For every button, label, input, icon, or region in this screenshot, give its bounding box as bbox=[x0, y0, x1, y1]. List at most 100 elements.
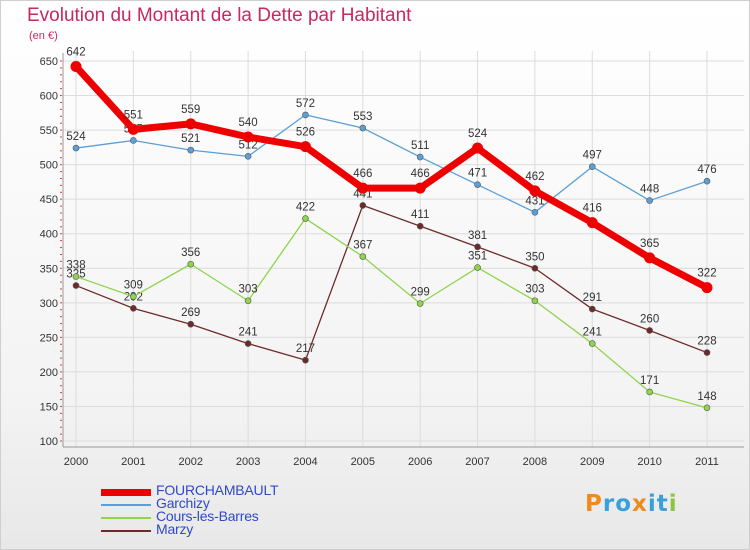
series-line-fourchambault bbox=[72, 63, 711, 292]
data-point-garchizy bbox=[72, 144, 80, 152]
data-point-marzy bbox=[72, 282, 80, 289]
data-label-cours-les-barres: 367 bbox=[353, 240, 372, 252]
data-point-fourchambault bbox=[70, 61, 82, 73]
data-point-marzy bbox=[416, 222, 424, 230]
data-point-fourchambault bbox=[701, 282, 713, 294]
data-label-marzy: 217 bbox=[296, 343, 315, 355]
data-point-marzy bbox=[302, 356, 309, 364]
y-tick-label: 600 bbox=[40, 91, 58, 103]
data-label-fourchambault: 365 bbox=[640, 238, 659, 250]
data-label-marzy: 241 bbox=[238, 327, 257, 339]
data-point-garchizy bbox=[302, 111, 309, 119]
data-point-garchizy bbox=[130, 137, 137, 144]
data-label-garchizy: 511 bbox=[411, 140, 429, 152]
data-label-cours-les-barres: 171 bbox=[640, 375, 659, 387]
data-label-cours-les-barres: 303 bbox=[525, 284, 544, 296]
data-label-garchizy: 471 bbox=[468, 168, 487, 180]
data-label-cours-les-barres: 148 bbox=[697, 391, 716, 403]
y-tick-label: 300 bbox=[40, 298, 58, 310]
data-point-cours-les-barres bbox=[646, 388, 653, 396]
logo-letter: x bbox=[632, 491, 648, 517]
data-label-fourchambault: 524 bbox=[468, 128, 488, 140]
x-tick-label: 2000 bbox=[64, 456, 88, 468]
data-label-cours-les-barres: 351 bbox=[468, 251, 487, 263]
data-label-fourchambault: 322 bbox=[697, 268, 716, 280]
x-tick-label: 2007 bbox=[465, 456, 489, 468]
data-point-garchizy bbox=[474, 181, 481, 188]
x-tick-label: 2002 bbox=[178, 456, 202, 468]
logo-letter: i bbox=[668, 491, 678, 517]
data-label-fourchambault: 462 bbox=[525, 171, 544, 183]
data-point-cours-les-barres bbox=[416, 300, 424, 307]
data-point-marzy bbox=[703, 349, 711, 356]
x-tick-label: 2001 bbox=[121, 456, 145, 468]
data-point-cours-les-barres bbox=[359, 253, 367, 260]
y-tick-label: 250 bbox=[40, 332, 58, 344]
legend-swatch-marzy bbox=[101, 530, 151, 532]
data-point-garchizy bbox=[244, 153, 252, 160]
legend-label-fourchambault: FOURCHAMBAULT bbox=[156, 482, 279, 498]
logo-letter: o bbox=[615, 491, 633, 517]
legend-label-marzy: Marzy bbox=[156, 521, 194, 537]
data-point-marzy bbox=[474, 243, 481, 251]
data-point-cours-les-barres bbox=[302, 215, 309, 222]
data-label-garchizy: 497 bbox=[583, 150, 602, 162]
y-tick-label: 450 bbox=[40, 194, 58, 206]
data-point-fourchambault bbox=[127, 123, 139, 135]
x-tick-label: 2008 bbox=[523, 456, 547, 468]
data-label-cours-les-barres: 299 bbox=[411, 287, 430, 299]
data-point-cours-les-barres bbox=[130, 293, 137, 300]
data-label-fourchambault: 551 bbox=[124, 109, 143, 121]
data-point-cours-les-barres bbox=[187, 260, 195, 268]
x-tick-label: 2009 bbox=[580, 456, 604, 468]
data-label-garchizy: 476 bbox=[697, 164, 716, 176]
data-point-cours-les-barres bbox=[72, 273, 80, 280]
y-tick-label: 200 bbox=[40, 367, 58, 379]
data-point-cours-les-barres bbox=[703, 404, 711, 412]
logo-letter: i bbox=[647, 491, 657, 517]
data-label-marzy: 269 bbox=[181, 307, 200, 319]
data-label-cours-les-barres: 338 bbox=[66, 260, 85, 272]
data-point-garchizy bbox=[359, 124, 367, 132]
data-point-marzy bbox=[359, 202, 367, 209]
data-point-garchizy bbox=[531, 209, 539, 216]
y-tick-label: 150 bbox=[40, 401, 58, 413]
data-label-marzy: 411 bbox=[411, 209, 429, 221]
y-tick-label: 400 bbox=[40, 229, 58, 241]
data-point-garchizy bbox=[703, 177, 711, 185]
legend-label-cours-les-barres: Cours-les-Barres bbox=[156, 508, 259, 524]
data-label-cours-les-barres: 356 bbox=[181, 247, 200, 259]
data-label-fourchambault: 540 bbox=[238, 117, 257, 129]
y-tick-label: 500 bbox=[40, 160, 58, 172]
data-label-garchizy: 512 bbox=[238, 139, 257, 151]
x-tick-label: 2010 bbox=[637, 456, 661, 468]
x-tick-label: 2005 bbox=[351, 456, 375, 468]
x-tick-label: 2006 bbox=[408, 456, 432, 468]
data-label-fourchambault: 466 bbox=[411, 168, 430, 180]
data-label-garchizy: 572 bbox=[296, 98, 315, 110]
chart-title: Evolution du Montant de la Dette par Hab… bbox=[27, 5, 412, 26]
data-point-marzy bbox=[244, 340, 252, 347]
data-point-fourchambault bbox=[414, 182, 426, 194]
y-tick-label: 100 bbox=[40, 436, 58, 448]
legend-swatch-garchizy bbox=[101, 504, 151, 506]
series-line-cours-les-barres bbox=[75, 217, 708, 409]
data-point-fourchambault bbox=[242, 131, 254, 143]
data-point-cours-les-barres bbox=[588, 340, 596, 347]
y-tick-label: 650 bbox=[40, 56, 58, 68]
data-point-fourchambault bbox=[357, 182, 369, 194]
x-tick-label: 2003 bbox=[236, 456, 260, 468]
data-label-fourchambault: 559 bbox=[181, 104, 200, 116]
data-point-garchizy bbox=[187, 146, 195, 154]
legend-swatch-cours-les-barres bbox=[101, 517, 151, 519]
data-label-marzy: 350 bbox=[525, 251, 544, 263]
data-label-fourchambault: 526 bbox=[296, 127, 315, 139]
data-point-cours-les-barres bbox=[244, 297, 252, 305]
data-label-marzy: 381 bbox=[468, 230, 487, 242]
data-label-fourchambault: 416 bbox=[583, 203, 602, 215]
series-line-garchizy bbox=[75, 114, 708, 213]
data-label-garchizy: 448 bbox=[640, 184, 659, 196]
data-label-marzy: 260 bbox=[640, 313, 659, 325]
